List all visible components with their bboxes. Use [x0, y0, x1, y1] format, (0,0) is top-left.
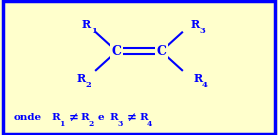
Text: 4: 4 [202, 81, 208, 89]
Text: e: e [97, 113, 104, 122]
FancyBboxPatch shape [3, 1, 275, 134]
Text: R: R [82, 19, 91, 30]
Text: ≠: ≠ [69, 111, 79, 124]
Text: ≠: ≠ [127, 111, 137, 124]
Text: 3: 3 [199, 27, 205, 35]
Text: R: R [81, 113, 89, 122]
Text: onde: onde [14, 113, 42, 122]
Text: C: C [156, 45, 166, 58]
Text: 1: 1 [91, 27, 97, 35]
Text: R: R [139, 113, 148, 122]
Text: 4: 4 [147, 119, 152, 128]
Text: 2: 2 [88, 119, 94, 128]
Text: R: R [193, 73, 202, 84]
Text: 3: 3 [118, 119, 123, 128]
Text: 1: 1 [59, 119, 64, 128]
Text: R: R [190, 19, 200, 30]
Text: R: R [110, 113, 118, 122]
Text: R: R [51, 113, 60, 122]
Text: C: C [112, 45, 122, 58]
Text: 2: 2 [85, 81, 91, 89]
Text: R: R [76, 73, 86, 84]
